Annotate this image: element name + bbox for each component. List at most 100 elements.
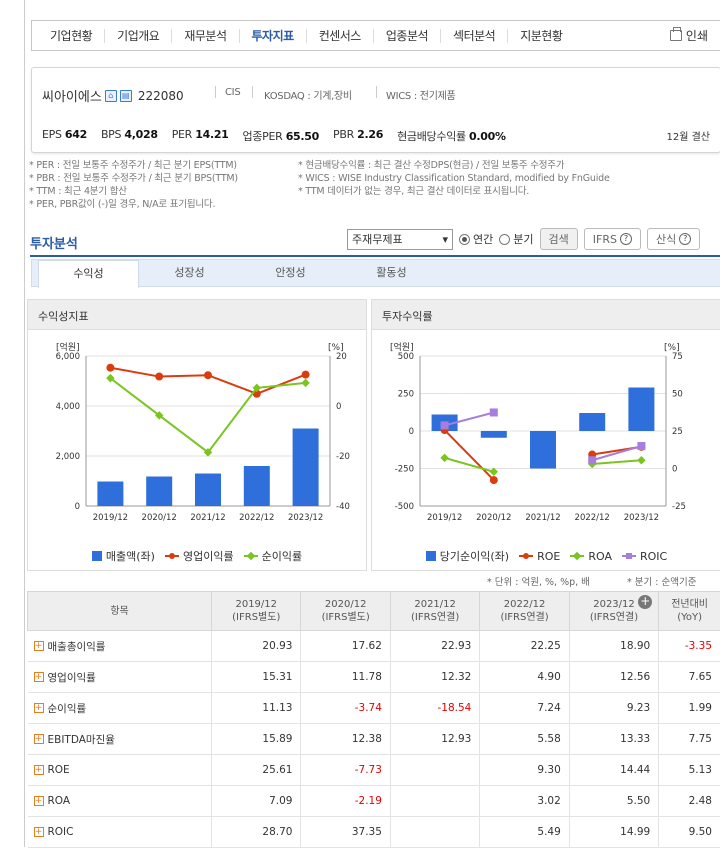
x-tick-label: 2022/12 xyxy=(575,513,610,523)
tab-consensus[interactable]: 컨센서스 xyxy=(307,29,374,43)
table-cell: 7.65 xyxy=(659,662,720,693)
table-cell xyxy=(390,786,479,817)
radio-dot xyxy=(499,234,510,245)
subtab-stability[interactable]: 안정성 xyxy=(240,260,341,286)
tab-financial-analysis[interactable]: 재무분석 xyxy=(172,29,239,43)
table-cell xyxy=(390,755,479,786)
profitability-table: 항목 2019/12 (IFRS별도) 2020/12 (IFRS별도) 202… xyxy=(27,591,720,848)
row-name: 순이익률 xyxy=(48,701,87,716)
tab-shareholding[interactable]: 지분현황 xyxy=(508,29,574,43)
search-button[interactable]: 검색 xyxy=(540,228,578,250)
expand-icon[interactable]: + xyxy=(34,827,44,837)
bar xyxy=(481,431,507,438)
table-cell: -18.54 xyxy=(390,693,479,724)
y-tick-label: 250 xyxy=(398,390,414,400)
ifrs-button[interactable]: IFRS ? xyxy=(584,228,641,250)
tab-industry-analysis[interactable]: 업종분석 xyxy=(374,29,441,43)
row-name: 영업이익률 xyxy=(48,670,96,685)
table-cell: 9.30 xyxy=(480,755,569,786)
y2-tick-label: 0 xyxy=(336,402,341,412)
line-point xyxy=(637,456,645,464)
table-cell: 9.23 xyxy=(569,693,658,724)
line-point xyxy=(637,442,645,450)
tab-investment-indicators[interactable]: 투자지표 xyxy=(240,29,307,43)
subtab-profitability[interactable]: 수익성 xyxy=(38,260,139,288)
print-label: 인쇄 xyxy=(686,27,708,44)
table-cell: -2.19 xyxy=(301,786,390,817)
company-name: 씨아이에스 xyxy=(42,86,102,105)
expand-icon[interactable]: + xyxy=(34,641,44,651)
legend-net-income: 당기순이익(좌) xyxy=(426,548,509,564)
line-point xyxy=(440,454,448,462)
home-icon[interactable]: ⌂ xyxy=(105,90,117,102)
series-line xyxy=(592,460,641,464)
table-cell: -3.35 xyxy=(659,631,720,662)
radio-annual[interactable]: 연간 xyxy=(459,231,493,247)
subtab-activity[interactable]: 활동성 xyxy=(341,260,442,286)
legend-roa: ROA xyxy=(570,550,612,563)
radio-quarterly[interactable]: 분기 xyxy=(499,231,533,247)
col-item: 항목 xyxy=(28,592,212,631)
table-cell: -7.73 xyxy=(301,755,390,786)
homepage-icon[interactable]: ▤ xyxy=(120,90,132,102)
table-cell: 2.48 xyxy=(659,786,720,817)
table-cell: 5.49 xyxy=(480,817,569,848)
table-cell: 12.56 xyxy=(569,662,658,693)
x-tick-label: 2020/12 xyxy=(476,513,511,523)
table-cell: 18.90 xyxy=(569,631,658,662)
sub-tabs: 수익성 성장성 안정성 활동성 xyxy=(31,259,720,287)
bar xyxy=(244,466,270,506)
metric-pbr: PBR 2.26 xyxy=(333,128,383,144)
row-label-cell: + 순이익률 xyxy=(28,693,212,724)
print-button[interactable]: 인쇄 xyxy=(670,27,708,44)
row-label-cell: + 영업이익률 xyxy=(28,662,212,693)
table-cell: 12.93 xyxy=(390,724,479,755)
table-cell: 4.90 xyxy=(480,662,569,693)
statement-select[interactable]: 주재무제표 ▾ xyxy=(347,229,453,250)
y-tick-label: -500 xyxy=(395,502,414,512)
y-tick-label: 4,000 xyxy=(56,402,80,412)
divider xyxy=(215,86,216,98)
table-cell: 12.38 xyxy=(301,724,390,755)
help-icon: ? xyxy=(679,233,691,245)
row-label-cell: +EBITDA마진율 xyxy=(28,724,212,755)
line-point xyxy=(106,364,114,372)
tab-company-overview[interactable]: 기업개요 xyxy=(105,29,172,43)
bar xyxy=(146,477,172,507)
y-tick-label: 2,000 xyxy=(56,452,80,462)
x-tick-label: 2021/12 xyxy=(190,513,225,523)
y-tick-label: -250 xyxy=(395,465,414,475)
row-label: +ROIC xyxy=(28,817,212,847)
subtab-growth[interactable]: 성장성 xyxy=(139,260,240,286)
row-label-cell: + ROE xyxy=(28,755,212,786)
row-name: ROA xyxy=(48,795,71,807)
divider xyxy=(252,86,253,98)
tab-company-status[interactable]: 기업현황 xyxy=(38,29,105,43)
expand-icon[interactable]: + xyxy=(34,672,44,682)
expand-icon[interactable]: + xyxy=(34,734,44,744)
table-cell: 5.13 xyxy=(659,755,720,786)
tab-sector-analysis[interactable]: 섹터분석 xyxy=(441,29,508,43)
row-name: ROE xyxy=(48,764,70,776)
legend-net-margin: 순이익률 xyxy=(244,548,302,564)
expand-icon[interactable]: + xyxy=(34,796,44,806)
y2-tick-label: 0 xyxy=(672,465,677,475)
company-summary-box: 씨아이에스 ⌂ ▤ 222080 CIS KOSDAQ : 기계,장비 WICS… xyxy=(31,67,720,153)
expand-icon[interactable]: + xyxy=(34,703,44,713)
settlement-month: 12월 결산 xyxy=(666,128,710,143)
line-point xyxy=(588,456,596,464)
metric-list: EPS 642 BPS 4,028 PER 14.21 업종PER 65.50 … xyxy=(42,128,506,144)
add-column-icon[interactable]: + xyxy=(638,595,652,609)
table-cell: 7.09 xyxy=(212,786,301,817)
expand-icon[interactable]: + xyxy=(34,765,44,775)
table-cell: 14.99 xyxy=(569,817,658,848)
top-nav: 기업현황 기업개요 재무분석 투자지표 컨센서스 업종분석 섹터분석 지분현황 … xyxy=(31,20,720,51)
formula-button[interactable]: 산식 ? xyxy=(647,228,700,250)
row-label: + 영업이익률 xyxy=(28,662,212,692)
row-label-cell: + ROA xyxy=(28,786,212,817)
legend-roe: ROE xyxy=(519,550,560,563)
line-point xyxy=(490,408,498,416)
